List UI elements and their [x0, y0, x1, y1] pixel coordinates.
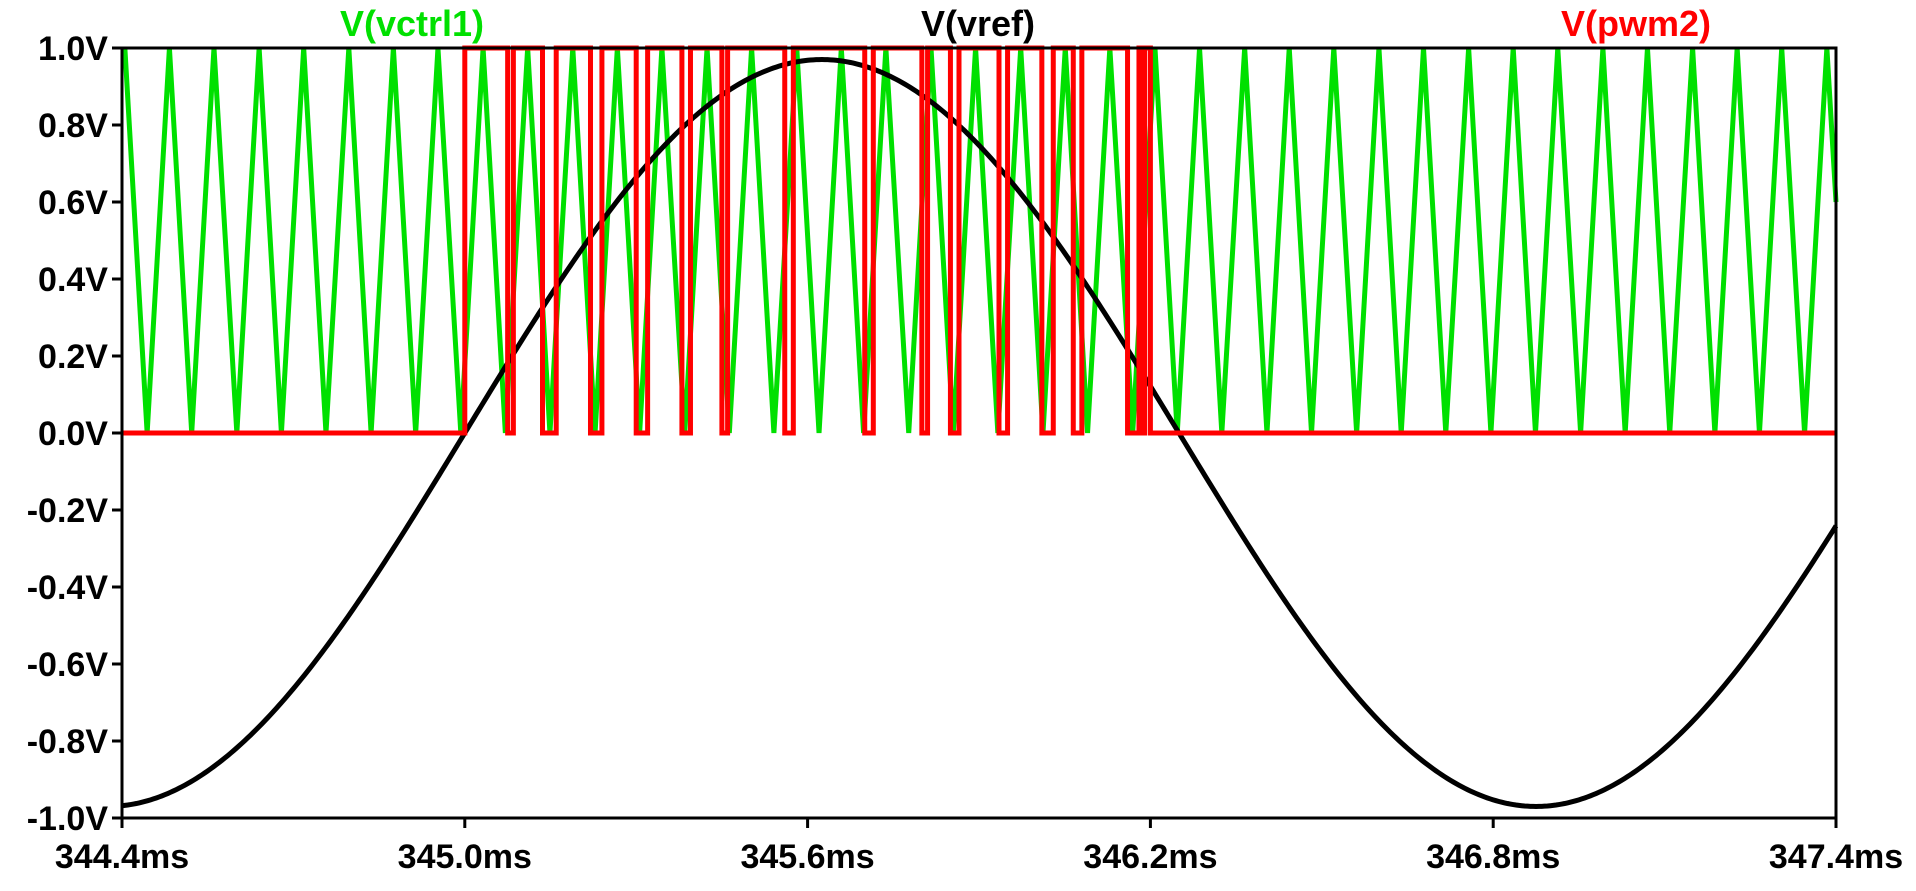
- series-vref-line: [121, 57, 1839, 809]
- legend-entry: V(vctrl1): [340, 3, 484, 44]
- y-tick-label: -0.6V: [27, 646, 109, 684]
- y-tick-label: 0.8V: [38, 107, 108, 145]
- x-tick-label: 345.6ms: [740, 838, 874, 876]
- plot-frame: [120, 46, 1838, 820]
- legend: V(vctrl1) V(vref) V(pwm2): [340, 3, 1711, 44]
- x-tick-label: 344.4ms: [55, 838, 189, 876]
- legend-entry: V(pwm2): [1561, 3, 1711, 44]
- x-tick-label: 347.4ms: [1769, 838, 1903, 876]
- x-tick-label: 345.0ms: [398, 838, 532, 876]
- x-axis-ticks: 344.4ms 345.0ms 345.6ms 346.2ms 346.8ms 347.4…: [55, 818, 1903, 876]
- y-tick-label: -1.0V: [27, 800, 109, 838]
- series-vctrl1-line: [122, 47, 1839, 434]
- y-tick-label: 0.0V: [38, 415, 108, 453]
- y-tick-label: -0.2V: [27, 492, 109, 530]
- x-tick-label: 346.2ms: [1083, 838, 1217, 876]
- y-tick-label: 0.6V: [38, 184, 108, 222]
- x-tick-label: 346.8ms: [1426, 838, 1560, 876]
- y-tick-label: 0.4V: [38, 261, 108, 299]
- legend-entry: V(vref): [921, 3, 1035, 44]
- y-tick-label: 1.0V: [38, 30, 108, 68]
- traces: [121, 45, 1839, 809]
- y-tick-label: -0.8V: [27, 723, 109, 761]
- y-tick-label: -0.4V: [27, 569, 109, 607]
- y-tick-label: 0.2V: [38, 338, 108, 376]
- y-axis-ticks: 1.0V 0.8V 0.6V 0.4V 0.2V 0.0V -0.2V -0.4V -0.6V -…: [27, 30, 122, 838]
